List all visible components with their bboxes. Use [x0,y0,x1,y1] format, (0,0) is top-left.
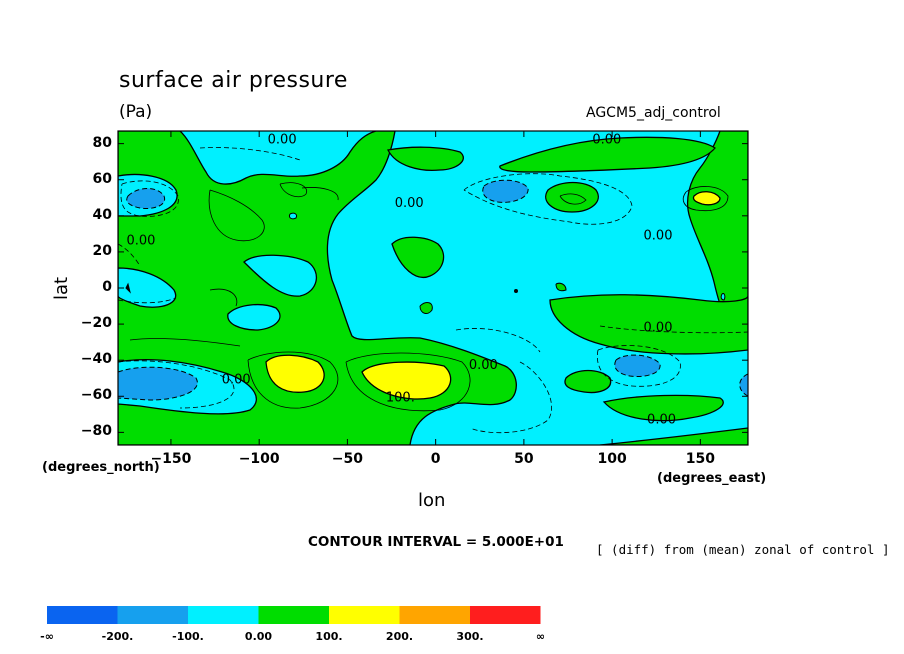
y-tick-label: 80 [92,134,112,151]
legend-label: 100. [315,630,342,643]
negative-island-0-170w [118,267,177,308]
x-tick-label: 50 [514,451,534,467]
x-tick-label: 0 [430,451,441,467]
positive-tongue-south [549,294,748,355]
contour-label: 0.00 [222,373,251,388]
strong-negative-50s-110e [614,354,661,377]
y-units-label: (degrees_north) [42,460,160,475]
contour-label: 0.00 [592,133,621,148]
legend-swatch [258,606,329,624]
legend-label: 0.00 [245,630,272,643]
x-tick-label: 100 [597,451,627,467]
x-tick-label: 150 [685,451,715,467]
legend-swatch [47,606,118,624]
chart-units: (Pa) [119,102,153,122]
negative-island-20s-110w [227,303,281,331]
y-tick-label: 0 [102,279,112,295]
legend-swatch [399,606,470,624]
legend-swatch [329,606,400,624]
y-tick-label: 40 [92,206,112,223]
contour-label: 0.00 [469,358,498,373]
contour-label: 100. [386,391,415,406]
positive-blob-60s-75e [564,369,612,394]
y-tick-label: −20 [80,315,112,332]
legend-label: 200. [386,630,413,643]
x-tick-label: −100 [238,451,280,467]
y-tick-label: 20 [92,242,112,259]
legend-label: -200. [102,630,134,643]
x-tick-label: −150 [150,451,192,467]
contour-label: 0.00 [395,196,424,211]
legend-label: ∞ [536,630,545,643]
contour-label: 0.00 [126,234,155,249]
high-positive-50s-85w [265,354,325,393]
legend-label: 300. [456,630,483,643]
positive-region-north-mid [387,146,464,172]
contour-label: 0.00 [647,412,676,427]
color-legend: -∞ -200. -100. 0.00 100. 200. 300. ∞ [40,606,545,643]
run-label: AGCM5_adj_control [586,105,721,121]
y-tick-label: −40 [80,351,112,368]
strong-negative-50n-170w [126,188,166,209]
legend-label: -100. [172,630,204,643]
strong-negative-55s-170w [118,366,198,401]
legend-swatch [188,606,259,624]
operation-note: [ (diff) from (mean) zonal of control ] [596,542,890,557]
positive-region-north-ne [499,136,716,173]
y-tick-label: −80 [80,423,112,440]
positive-blob-40n-80e [545,181,599,213]
x-axis-title: lon [418,490,446,511]
chart-title: surface air pressure [119,68,348,93]
contour-label: 0.00 [644,320,673,335]
contour-interval-text: CONTOUR INTERVAL = 5.000E+01 [308,534,564,550]
high-positive-55s-25w [361,361,452,400]
y-tick-label: −60 [80,387,112,404]
contour-label: 0.00 [644,228,673,243]
legend-label: -∞ [40,630,54,643]
positive-region-south-east [602,394,724,422]
strong-negative-55n-45e [482,179,529,203]
legend-swatch [117,606,188,624]
y-tick-label: 60 [92,170,112,187]
legend-swatch [470,606,541,624]
negative-island-10n-90w [243,254,318,297]
positive-blob-10n [391,236,445,278]
y-axis-title: lat [51,276,73,301]
x-units-label: (degrees_east) [657,471,767,486]
x-tick-label: −50 [331,451,364,467]
high-positive-45n-150e [692,191,721,206]
contour-label: 0.00 [268,133,297,148]
